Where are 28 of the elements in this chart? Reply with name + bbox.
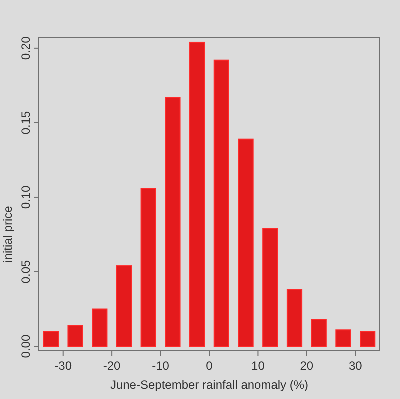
x-tick-label: -30 — [54, 359, 72, 373]
y-tick-label: 0.20 — [19, 36, 33, 60]
bar — [140, 188, 156, 348]
y-tick-label: 0.00 — [19, 334, 33, 358]
y-tick-label: 0.05 — [19, 260, 33, 284]
bar — [68, 325, 84, 348]
x-axis-title: June-September rainfall anomaly (%) — [110, 378, 309, 392]
bar — [165, 97, 181, 348]
bar — [43, 331, 59, 348]
x-tick-label: -10 — [152, 359, 170, 373]
bar — [190, 42, 206, 348]
y-tick-label: 0.10 — [19, 185, 33, 210]
bar — [286, 289, 303, 348]
bar — [116, 266, 132, 348]
y-axis-title: initial price — [1, 206, 15, 263]
y-tick-label: 0.15 — [19, 110, 33, 135]
bar — [336, 330, 352, 348]
bar — [214, 60, 230, 348]
x-tick-label: 10 — [252, 359, 266, 373]
x-tick-label: 0 — [206, 359, 214, 373]
x-tick-label: 20 — [300, 359, 314, 373]
bar — [311, 319, 327, 348]
bar — [360, 331, 376, 348]
x-tick-label: 30 — [348, 359, 363, 373]
bar — [262, 228, 278, 348]
bar — [238, 138, 254, 348]
x-tick-label: -20 — [103, 359, 122, 373]
bar — [92, 308, 108, 348]
